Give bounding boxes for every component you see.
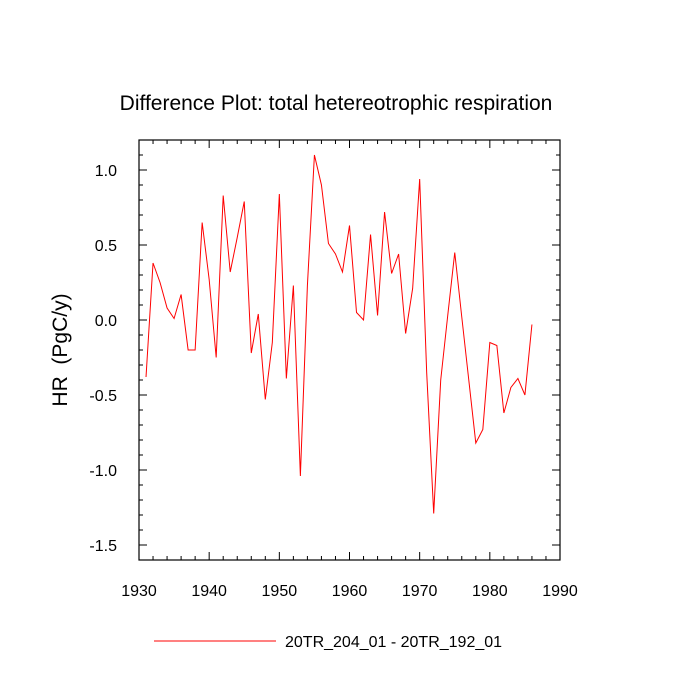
- x-tick-label: 1930: [121, 583, 157, 600]
- y-tick-label: 0.5: [95, 238, 117, 255]
- x-tick-label: 1940: [191, 583, 227, 600]
- y-tick-label: -0.5: [89, 388, 117, 405]
- x-tick-label: 1960: [332, 583, 368, 600]
- series-group: [145, 154, 533, 514]
- y-tick-label: 1.0: [95, 163, 117, 180]
- y-tick-label: -1.0: [89, 463, 117, 480]
- chart-title: Difference Plot: total hetereotrophic re…: [120, 92, 553, 115]
- y-tick-labels: -1.5 -1.0 -0.5 0.0 0.5 1.0: [89, 163, 117, 555]
- x-tick-labels: 1930 1940 1950 1960 1970 1980 1990: [121, 583, 578, 600]
- x-tick-label: 1980: [472, 583, 508, 600]
- y-axis-label: HR (PgC/y): [49, 293, 72, 406]
- legend-label: 20TR_204_01 - 20TR_192_01: [285, 634, 502, 651]
- x-tick-label: 1970: [402, 583, 438, 600]
- y-tick-label: -1.5: [89, 538, 117, 555]
- y-tick-label: 0.0: [95, 313, 117, 330]
- x-tick-label: 1950: [262, 583, 298, 600]
- axis-ticks: [138, 139, 561, 561]
- series-line-0: [145, 154, 533, 514]
- x-tick-label: 1990: [542, 583, 578, 600]
